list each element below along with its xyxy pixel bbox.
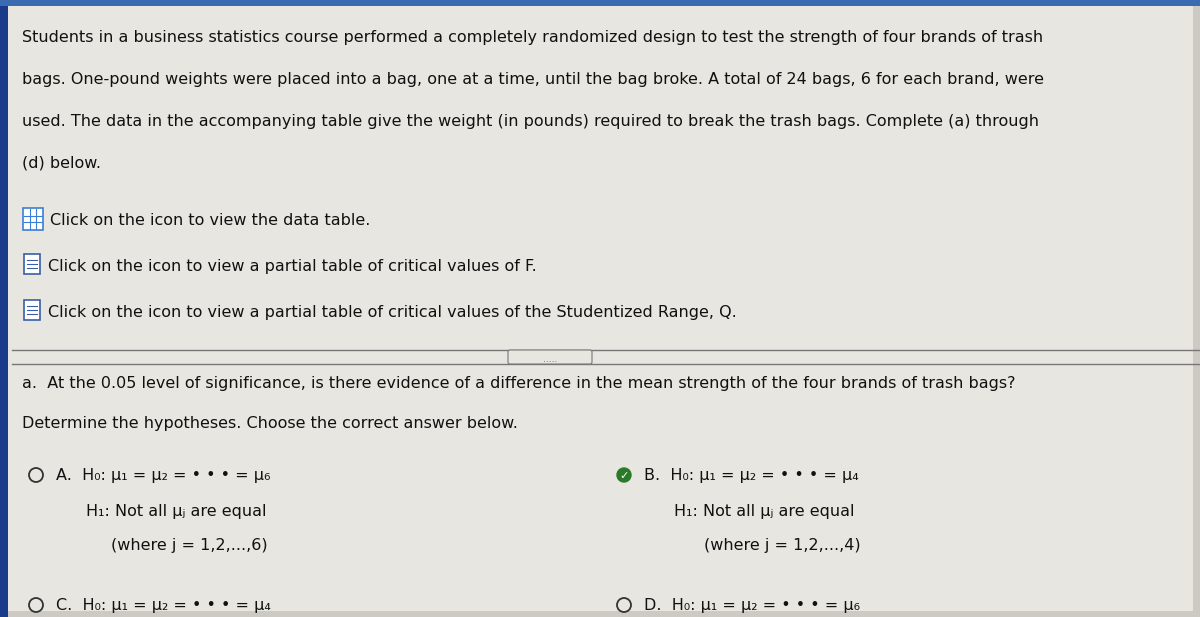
Text: Click on the icon to view the data table.: Click on the icon to view the data table… xyxy=(50,213,371,228)
Text: a.  At the 0.05 level of significance, is there evidence of a difference in the : a. At the 0.05 level of significance, is… xyxy=(22,376,1015,391)
Text: Click on the icon to view a partial table of critical values of F.: Click on the icon to view a partial tabl… xyxy=(48,259,536,274)
Text: (where j = 1,2,...,4): (where j = 1,2,...,4) xyxy=(704,538,860,553)
Text: B.  H₀: μ₁ = μ₂ = • • • = μ₄: B. H₀: μ₁ = μ₂ = • • • = μ₄ xyxy=(644,468,859,483)
Text: used. The data in the accompanying table give the weight (in pounds) required to: used. The data in the accompanying table… xyxy=(22,114,1039,129)
FancyBboxPatch shape xyxy=(0,0,8,617)
Text: (d) below.: (d) below. xyxy=(22,156,101,171)
FancyBboxPatch shape xyxy=(24,300,40,320)
Text: H₁: Not all μⱼ are equal: H₁: Not all μⱼ are equal xyxy=(86,504,266,519)
Text: Click on the icon to view a partial table of critical values of the Studentized : Click on the icon to view a partial tabl… xyxy=(48,305,737,320)
Text: Determine the hypotheses. Choose the correct answer below.: Determine the hypotheses. Choose the cor… xyxy=(22,416,518,431)
Text: C.  H₀: μ₁ = μ₂ = • • • = μ₄: C. H₀: μ₁ = μ₂ = • • • = μ₄ xyxy=(56,598,271,613)
Text: D.  H₀: μ₁ = μ₂ = • • • = μ₆: D. H₀: μ₁ = μ₂ = • • • = μ₆ xyxy=(644,598,860,613)
Text: A.  H₀: μ₁ = μ₂ = • • • = μ₆: A. H₀: μ₁ = μ₂ = • • • = μ₆ xyxy=(56,468,270,483)
Circle shape xyxy=(617,468,631,482)
Text: H₁: Not all μⱼ are equal: H₁: Not all μⱼ are equal xyxy=(674,504,854,519)
Text: .....: ..... xyxy=(542,355,557,363)
FancyBboxPatch shape xyxy=(508,350,592,364)
FancyBboxPatch shape xyxy=(0,0,1200,6)
Text: (where j = 1,2,...,6): (where j = 1,2,...,6) xyxy=(112,538,268,553)
FancyBboxPatch shape xyxy=(24,254,40,274)
Text: ✓: ✓ xyxy=(619,471,629,481)
FancyBboxPatch shape xyxy=(23,208,43,230)
FancyBboxPatch shape xyxy=(8,6,1193,611)
Text: bags. One-pound weights were placed into a bag, one at a time, until the bag bro: bags. One-pound weights were placed into… xyxy=(22,72,1044,87)
Text: Students in a business statistics course performed a completely randomized desig: Students in a business statistics course… xyxy=(22,30,1043,45)
